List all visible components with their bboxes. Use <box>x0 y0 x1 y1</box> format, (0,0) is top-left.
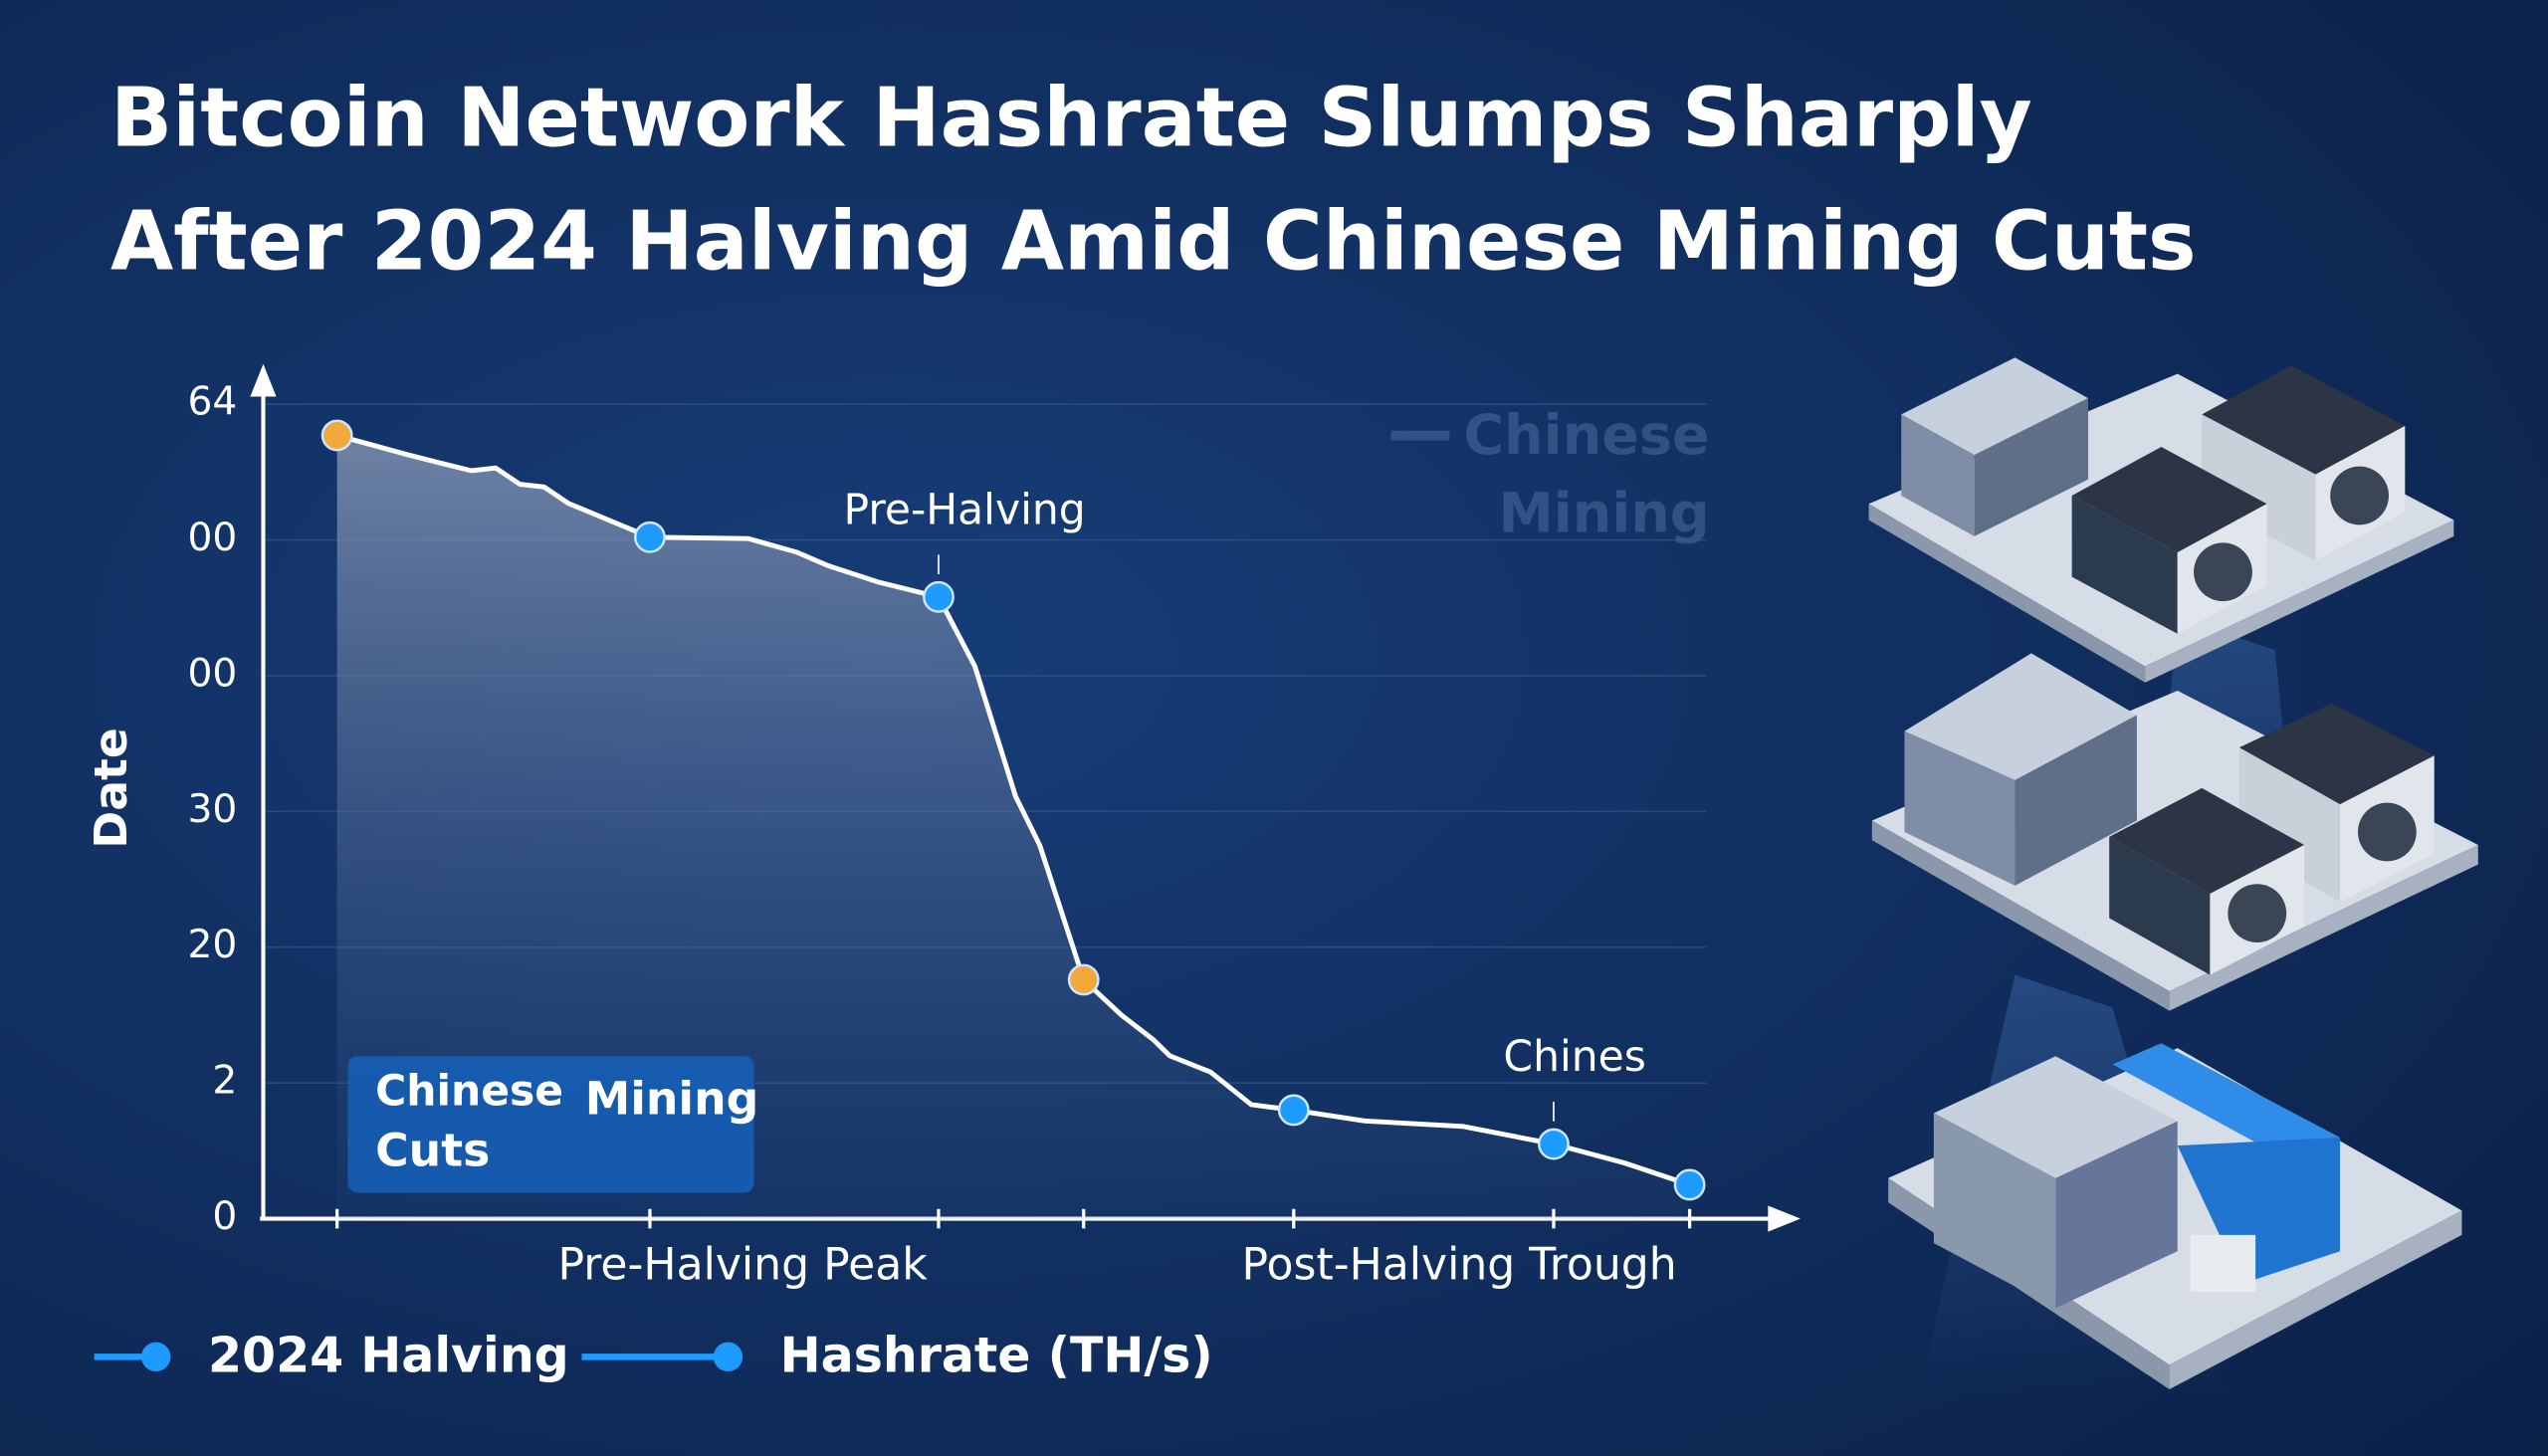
mining-illustration <box>1868 357 2478 1398</box>
y-tick-label: 2 <box>212 1059 237 1104</box>
line <box>336 433 1691 1187</box>
battery <box>2112 1043 2341 1162</box>
fan <box>2194 542 2252 602</box>
watermark: Chinese Mining <box>1390 403 1710 545</box>
platform <box>1871 820 2170 1011</box>
fan <box>2228 884 2287 943</box>
y-tick-label: 64 <box>188 380 238 425</box>
platform <box>2169 1210 2462 1389</box>
x-axis-label: Pre-Halving Peak <box>557 1240 928 1291</box>
y-tick-label: 20 <box>188 923 238 967</box>
platform <box>1868 504 2146 683</box>
cabinet <box>1901 414 1975 536</box>
point-marker <box>320 419 353 452</box>
cabinet <box>1904 730 2016 886</box>
watermark-dash <box>1390 430 1450 441</box>
legend-label: Hashrate (TH/s) <box>780 1327 1213 1383</box>
point-marker <box>1277 1094 1310 1127</box>
miner <box>2071 496 2178 634</box>
point-marker <box>634 520 666 553</box>
annotation: Pre-Halving <box>843 486 1085 534</box>
legend-dot <box>141 1342 171 1372</box>
platform <box>2145 520 2454 683</box>
miner <box>2238 747 2341 903</box>
point-marker <box>923 580 955 613</box>
cabinet <box>1974 398 2088 536</box>
miner <box>2109 836 2211 975</box>
battery <box>2177 1137 2341 1284</box>
fan <box>2357 802 2417 862</box>
y-tick-label: 00 <box>188 516 238 560</box>
y-tick-label: 30 <box>188 787 238 832</box>
legend: 2024 Halving Hashrate (TH/s) <box>94 1327 1213 1383</box>
watermark-text: Chinese <box>1463 403 1709 468</box>
cabinet <box>2055 1121 2178 1309</box>
callout-text: Cuts <box>375 1125 490 1177</box>
area <box>336 435 1690 1219</box>
cabinet <box>1933 1056 2178 1178</box>
point-marker <box>1673 1168 1706 1201</box>
title-line: Bitcoin Network Hashrate Slumps Sharply <box>110 72 2032 166</box>
title-line: After 2024 Halving Amid Chinese Mining C… <box>110 195 2197 290</box>
fan <box>2330 466 2389 525</box>
cabinet <box>1904 653 2137 780</box>
cabinet <box>1933 1113 2056 1309</box>
callout-text: Chinese <box>375 1067 563 1116</box>
x-axis-label: Post-Halving Trough <box>1242 1240 1677 1291</box>
cabinet <box>2015 715 2137 886</box>
platform <box>2169 845 2478 1011</box>
callout-box <box>347 1056 754 1193</box>
annotation: Chines <box>1503 1033 1645 1082</box>
y-tick-label: 0 <box>212 1194 237 1239</box>
miner <box>2071 447 2267 553</box>
callout-text: Mining <box>585 1073 759 1126</box>
point-marker <box>1538 1128 1570 1160</box>
callout: Chinese Mining Cuts <box>347 1056 759 1193</box>
y-tick-label: 00 <box>188 651 238 696</box>
miner <box>2202 414 2316 561</box>
junction-box <box>2190 1234 2256 1293</box>
legend-dot <box>713 1342 743 1372</box>
cabinet <box>1901 357 2088 456</box>
y-axis-label: Date <box>85 728 137 849</box>
y-axis-arrow <box>250 363 277 397</box>
miner <box>2238 704 2435 805</box>
legend-label: 2024 Halving <box>208 1327 569 1383</box>
x-axis-arrow <box>1768 1205 1801 1232</box>
miner <box>2109 787 2305 895</box>
watermark-text: Mining <box>1499 481 1710 545</box>
miner <box>2202 365 2406 475</box>
point-marker <box>1067 963 1100 996</box>
